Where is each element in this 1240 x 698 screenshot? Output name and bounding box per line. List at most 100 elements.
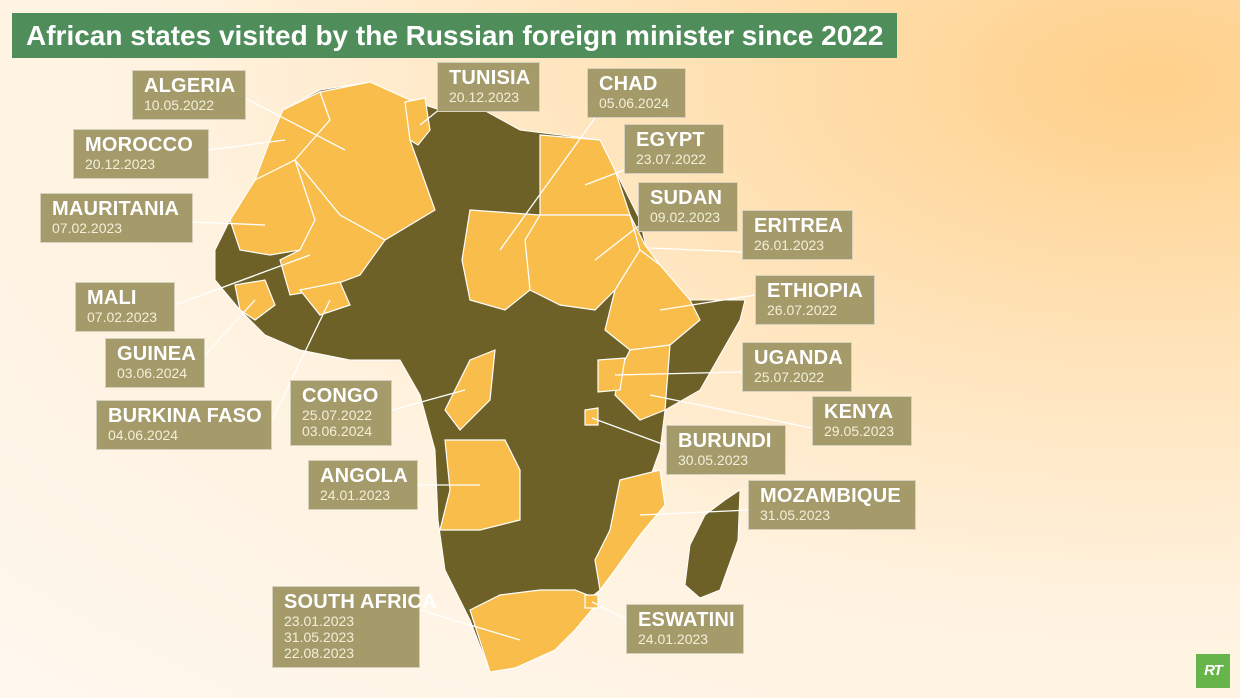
country-name: MALI [87, 287, 137, 309]
visit-date: 29.05.2023 [824, 423, 895, 439]
leader-burkina [271, 299, 331, 421]
leader-eritrea [649, 247, 743, 253]
country-congo [444, 349, 496, 431]
visit-date: 04.06.2024 [108, 427, 179, 443]
label-sudan: SUDAN 09.02.2023 [638, 182, 738, 232]
country-name: MAURITANIA [52, 198, 180, 220]
country-name: CONGO [302, 385, 379, 407]
leader-egypt [584, 169, 625, 186]
country-ethiopia [604, 249, 701, 351]
country-name: GUINEA [117, 343, 196, 365]
country-name: ANGOLA [320, 465, 408, 487]
leader-eswatini [591, 601, 629, 621]
leader-sudan [594, 224, 641, 261]
visit-date: 09.02.2023 [650, 209, 721, 225]
leader-congo [391, 389, 466, 411]
label-congo: CONGO 25.07.2022 03.06.2024 [290, 380, 392, 446]
country-name: CHAD [599, 73, 658, 95]
leader-algeria [244, 97, 346, 151]
country-name: TUNISIA [449, 67, 531, 89]
label-algeria: ALGERIA 10.05.2022 [132, 70, 246, 120]
visit-date: 30.05.2023 [678, 452, 749, 468]
country-name: KENYA [824, 401, 894, 423]
label-egypt: EGYPT 23.07.2022 [624, 124, 724, 174]
visit-date: 03.06.2024 [117, 365, 188, 381]
country-algeria [294, 81, 436, 241]
leader-ethiopia [659, 294, 756, 311]
label-burundi: BURUNDI 30.05.2023 [666, 425, 786, 475]
visit-date: 23.01.2023 [284, 613, 355, 629]
label-chad: CHAD 05.06.2024 [587, 68, 686, 118]
country-name: BURKINA FASO [108, 405, 262, 427]
label-morocco: MOROCCO 20.12.2023 [73, 129, 209, 179]
leader-morocco [207, 139, 286, 151]
visit-date: 31.05.2023 [284, 629, 355, 645]
country-burkina-faso [298, 281, 351, 316]
label-angola: ANGOLA 24.01.2023 [308, 460, 418, 510]
country-chad [461, 209, 542, 311]
country-uganda [597, 357, 626, 393]
country-egypt [539, 134, 631, 216]
country-name: MOROCCO [85, 134, 194, 156]
visit-date: 26.01.2023 [754, 237, 825, 253]
leader-burundi [591, 417, 666, 446]
visit-date: 07.02.2023 [87, 309, 158, 325]
leader-mali [174, 254, 311, 306]
leader-mozambique [639, 509, 751, 516]
label-eswatini: ESWATINI 24.01.2023 [626, 604, 744, 654]
visit-date: 07.02.2023 [52, 220, 123, 236]
label-tunisia: TUNISIA 20.12.2023 [437, 62, 540, 112]
label-uganda: UGANDA 25.07.2022 [742, 342, 852, 392]
leader-lines [174, 97, 813, 641]
country-name: ERITREA [754, 215, 844, 237]
visited-countries [229, 81, 701, 673]
country-name: ESWATINI [638, 609, 735, 631]
country-name: ETHIOPIA [767, 280, 864, 302]
country-name: SUDAN [650, 187, 723, 209]
country-mozambique [594, 469, 666, 592]
madagascar [684, 489, 741, 599]
country-south-africa [469, 589, 601, 673]
label-south-africa: SOUTH AFRICA 23.01.2023 31.05.2023 22.08… [272, 586, 437, 668]
label-burkina-faso: BURKINA FASO 04.06.2024 [96, 400, 272, 450]
map-title: African states visited by the Russian fo… [12, 13, 898, 58]
visit-date: 10.05.2022 [144, 97, 215, 113]
visit-date: 23.07.2022 [636, 151, 707, 167]
country-name: UGANDA [754, 347, 843, 369]
label-mali: MALI 07.02.2023 [75, 282, 175, 332]
label-eritrea: ERITREA 26.01.2023 [742, 210, 853, 260]
country-name: BURUNDI [678, 430, 772, 452]
rt-logo: RT [1196, 654, 1230, 688]
visit-date: 26.07.2022 [767, 302, 838, 318]
visit-date: 24.01.2023 [638, 631, 709, 647]
label-ethiopia: ETHIOPIA 26.07.2022 [755, 275, 875, 325]
leader-uganda [614, 371, 743, 376]
label-mozambique: MOZAMBIQUE 31.05.2023 [748, 480, 916, 530]
visit-date: 20.12.2023 [85, 156, 156, 172]
visit-date: 25.07.2022 [754, 369, 825, 385]
visit-date: 31.05.2023 [760, 507, 831, 523]
visit-date: 03.06.2024 [302, 423, 373, 439]
country-burundi [584, 407, 599, 426]
country-name: EGYPT [636, 129, 705, 151]
leader-kenya [649, 394, 813, 429]
country-tunisia [404, 97, 431, 146]
leader-chad [499, 117, 596, 251]
label-kenya: KENYA 29.05.2023 [812, 396, 912, 446]
visit-date: 22.08.2023 [284, 645, 355, 661]
visit-date: 05.06.2024 [599, 95, 670, 111]
country-name: ALGERIA [144, 75, 236, 97]
label-mauritania: MAURITANIA 07.02.2023 [40, 193, 193, 243]
leader-south-africa [419, 609, 521, 641]
label-guinea: GUINEA 03.06.2024 [105, 338, 205, 388]
leader-guinea [204, 299, 256, 356]
country-eswatini [584, 594, 599, 609]
visit-date: 20.12.2023 [449, 89, 520, 105]
visit-date: 24.01.2023 [320, 487, 391, 503]
country-name: SOUTH AFRICA [284, 591, 437, 613]
country-name: MOZAMBIQUE [760, 485, 901, 507]
leader-mauritania [192, 221, 266, 226]
visit-date: 25.07.2022 [302, 407, 373, 423]
